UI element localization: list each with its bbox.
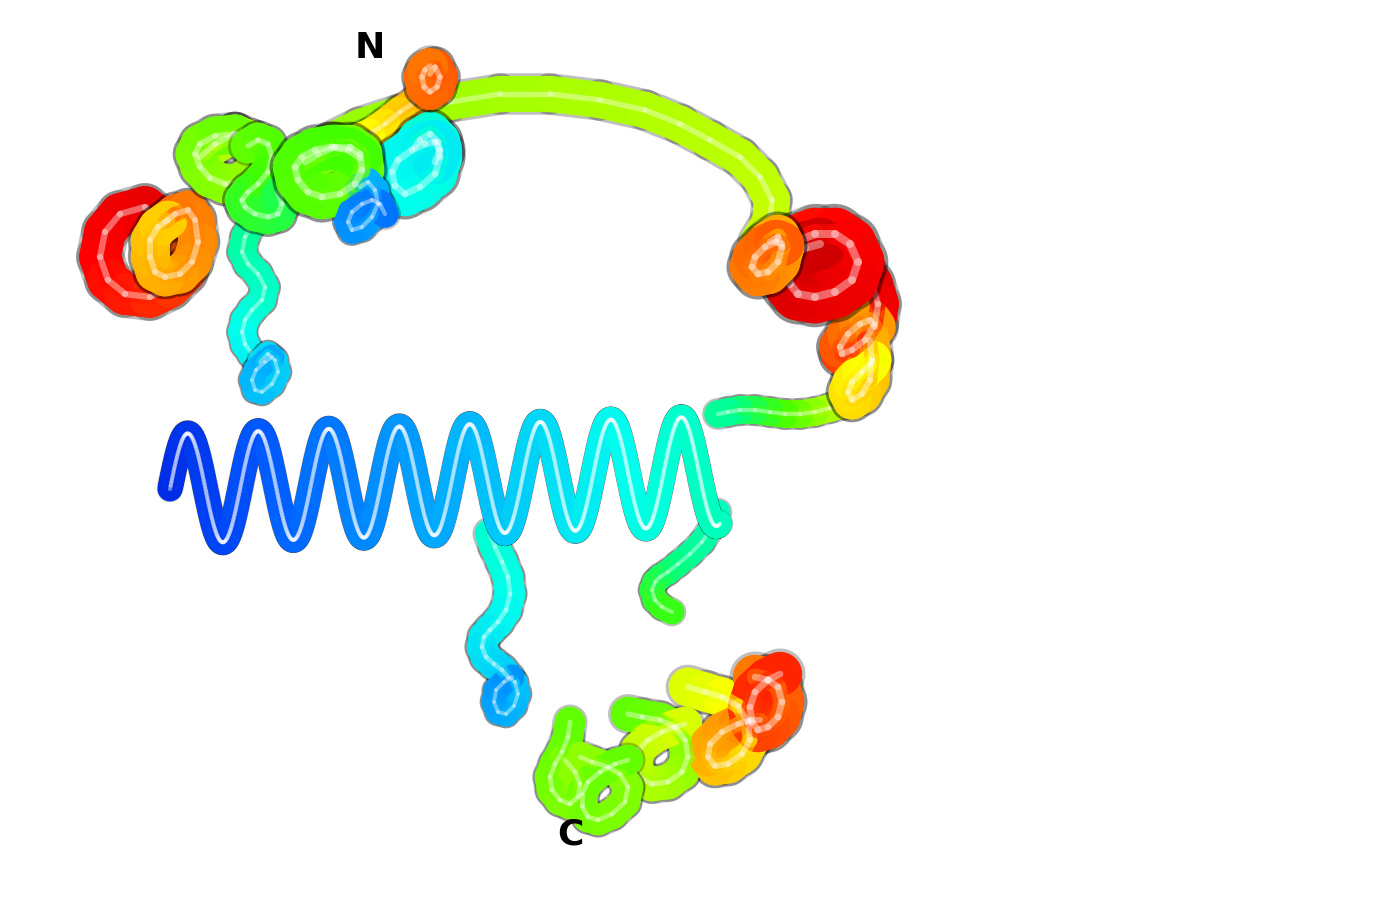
Text: N: N	[354, 31, 385, 65]
Text: C: C	[557, 817, 584, 851]
